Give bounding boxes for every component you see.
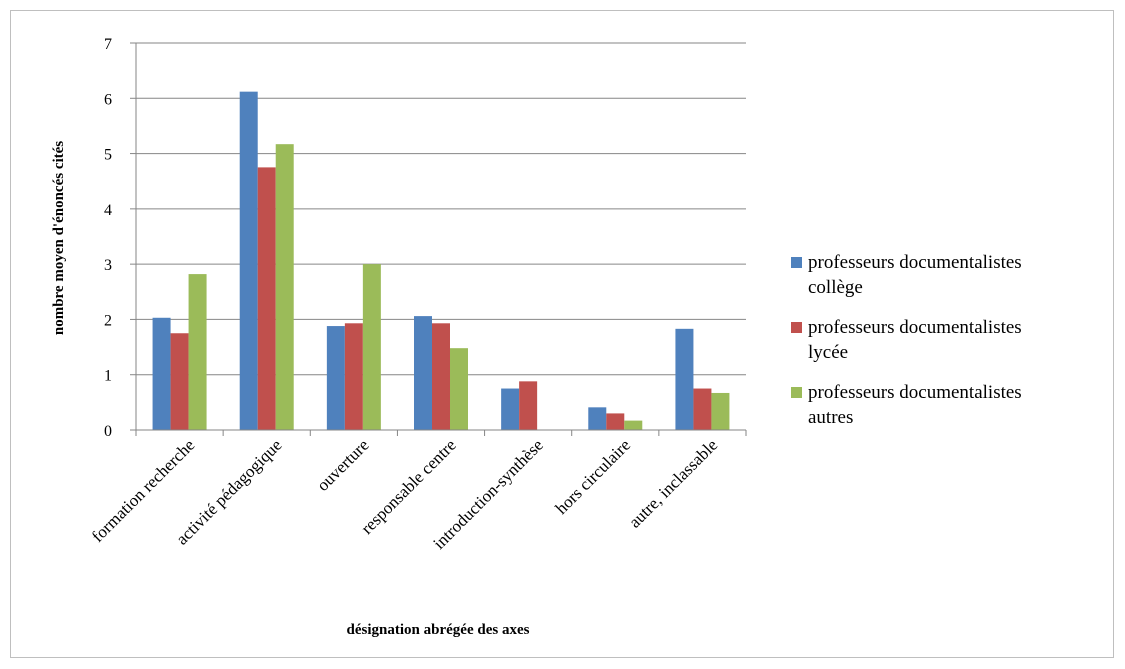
bars	[152, 91, 730, 430]
bar	[432, 323, 450, 430]
bar	[501, 388, 520, 430]
bar	[152, 317, 171, 430]
legend: professeurs documentalistes collège profes…	[791, 252, 1022, 428]
bar	[711, 392, 730, 430]
y-tick-label: 5	[104, 147, 112, 164]
x-axis-title: désignation abrégée des axes	[347, 622, 530, 638]
legend-label: professeurs documentalistes	[808, 252, 1022, 273]
bar	[275, 144, 294, 430]
y-tick-labels: 0 1 2 3 4 5 6 7	[104, 36, 112, 440]
y-tick-label: 1	[104, 368, 112, 385]
y-axis-title: nombre moyen d'énoncés cités	[51, 141, 67, 335]
y-tick-label: 2	[104, 312, 112, 329]
bar	[170, 333, 189, 430]
y-tick-label: 3	[104, 257, 112, 274]
bar	[624, 420, 643, 430]
legend-label: professeurs documentalistes	[808, 382, 1022, 403]
legend-label: lycée	[808, 342, 848, 363]
x-category-label: responsable centre	[357, 435, 460, 538]
bar	[588, 407, 607, 430]
bar	[450, 348, 468, 430]
y-tick-label: 7	[104, 36, 112, 53]
y-tick-label: 4	[104, 202, 112, 219]
legend-swatch	[791, 322, 802, 333]
legend-swatch	[791, 257, 802, 268]
bar	[362, 264, 381, 430]
bar	[519, 381, 538, 430]
x-category-label: ouverture	[313, 435, 372, 494]
y-tick-label: 0	[104, 423, 112, 440]
legend-label: collège	[808, 277, 863, 298]
bar	[344, 323, 363, 430]
legend-swatch	[791, 387, 802, 398]
axes	[135, 43, 747, 436]
bar	[239, 91, 258, 430]
bar	[606, 413, 625, 430]
bar	[188, 274, 207, 430]
bar	[326, 326, 345, 430]
y-tick-label: 6	[104, 91, 112, 108]
bar	[257, 167, 276, 430]
bar	[414, 316, 432, 430]
legend-label: autres	[808, 407, 853, 428]
x-category-label: autre, inclassable	[625, 435, 721, 531]
bar	[693, 388, 712, 430]
gridlines	[130, 42, 746, 431]
bar	[675, 328, 694, 430]
x-category-label: hors circulaire	[552, 435, 635, 518]
legend-label: professeurs documentalistes	[808, 317, 1022, 338]
